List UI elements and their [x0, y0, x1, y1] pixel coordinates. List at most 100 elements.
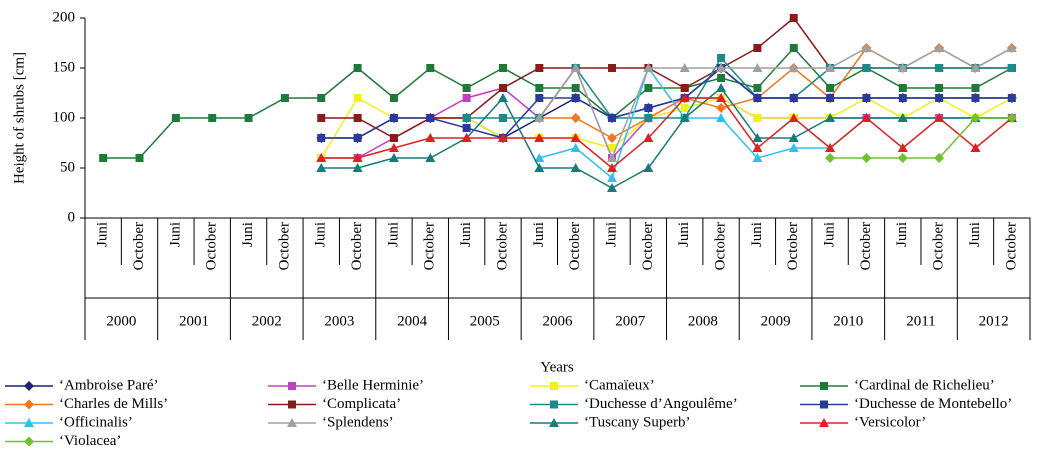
x-tick-label: Juni: [603, 222, 619, 247]
point: [825, 113, 836, 122]
point: [717, 54, 726, 62]
x-tick-label: Juni: [676, 222, 692, 247]
point: [607, 173, 618, 182]
point: [607, 133, 618, 143]
y-axis-label: Height of shrubs [cm]: [11, 52, 27, 184]
point: [498, 114, 507, 122]
point: [498, 84, 507, 92]
point: [353, 94, 362, 102]
legend-marker: [24, 399, 34, 410]
legend-label: ‘Tuscany Superb’: [584, 414, 691, 430]
point: [1007, 64, 1016, 72]
series-line: [321, 97, 1013, 169]
y-tick-label: 100: [53, 109, 76, 125]
point: [862, 94, 871, 102]
point: [462, 94, 471, 102]
point: [826, 84, 835, 92]
point: [788, 113, 799, 122]
point: [389, 114, 398, 122]
point: [680, 104, 689, 112]
point: [753, 84, 762, 92]
x-tick-label: Juni: [749, 222, 765, 247]
point: [534, 163, 545, 172]
legend-label: ‘Violacea’: [59, 433, 121, 449]
point: [789, 94, 798, 102]
series-line: [321, 67, 1012, 139]
point: [826, 94, 835, 102]
point: [534, 153, 545, 162]
x-group-label: 2009: [761, 313, 791, 329]
point: [534, 113, 545, 122]
x-tick-label: October: [276, 222, 292, 270]
x-group-label: 2005: [470, 313, 500, 329]
x-tick-label: October: [204, 222, 220, 270]
point: [789, 44, 798, 52]
y-tick-label: 200: [53, 9, 76, 25]
point: [935, 64, 944, 72]
point: [317, 134, 326, 142]
point: [935, 84, 944, 92]
x-tick-label: Juni: [167, 222, 183, 247]
point: [607, 153, 618, 162]
legend-label: ‘Ambroise Paré’: [59, 377, 159, 393]
point: [753, 114, 762, 122]
point: [861, 153, 872, 163]
series-line: [539, 47, 1013, 139]
legend-label: ‘Duchesse d’Angoulême’: [584, 396, 738, 412]
point: [934, 113, 945, 122]
point: [1007, 94, 1016, 102]
point: [534, 133, 545, 142]
x-tick-label: October: [131, 222, 147, 270]
point: [898, 84, 907, 92]
point: [716, 63, 727, 72]
point: [861, 43, 872, 52]
point: [752, 133, 763, 142]
legend-marker: [549, 418, 559, 427]
legend-marker: [288, 400, 296, 409]
point: [316, 153, 327, 162]
legend-marker: [24, 381, 34, 391]
legend-marker: [287, 418, 297, 427]
legend-marker: [24, 418, 34, 427]
point: [317, 114, 326, 122]
point: [679, 93, 690, 102]
point: [825, 63, 836, 72]
x-group-label: 2008: [688, 313, 718, 329]
x-tick-label: Juni: [531, 222, 547, 247]
point: [897, 63, 908, 72]
point: [353, 64, 362, 72]
x-tick-label: Juni: [967, 222, 983, 247]
point: [389, 134, 398, 142]
point: [716, 103, 727, 113]
point: [716, 113, 727, 122]
series: [99, 44, 1016, 162]
series-line: [103, 46, 1013, 159]
x-tick-label: October: [1003, 222, 1019, 270]
legend-marker: [550, 400, 558, 409]
point: [753, 94, 762, 102]
x-tick-label: October: [640, 222, 656, 270]
point: [570, 163, 581, 172]
point: [753, 44, 762, 52]
point: [608, 64, 617, 72]
series-line: [830, 117, 1012, 159]
series: [534, 43, 1017, 162]
point: [716, 93, 727, 102]
point: [570, 63, 581, 72]
point: [934, 153, 945, 163]
point: [643, 63, 654, 72]
point: [461, 133, 472, 142]
x-tick-label: Juni: [458, 222, 474, 247]
series-line: [321, 86, 1012, 189]
point: [970, 63, 981, 72]
point: [135, 154, 144, 162]
series: [317, 14, 1016, 142]
point: [1006, 113, 1017, 123]
point: [570, 133, 581, 142]
point: [426, 64, 435, 72]
point: [825, 143, 836, 152]
x-tick-label: October: [712, 222, 728, 270]
point: [788, 63, 799, 72]
x-tick-label: Juni: [240, 222, 256, 247]
point: [570, 143, 581, 152]
